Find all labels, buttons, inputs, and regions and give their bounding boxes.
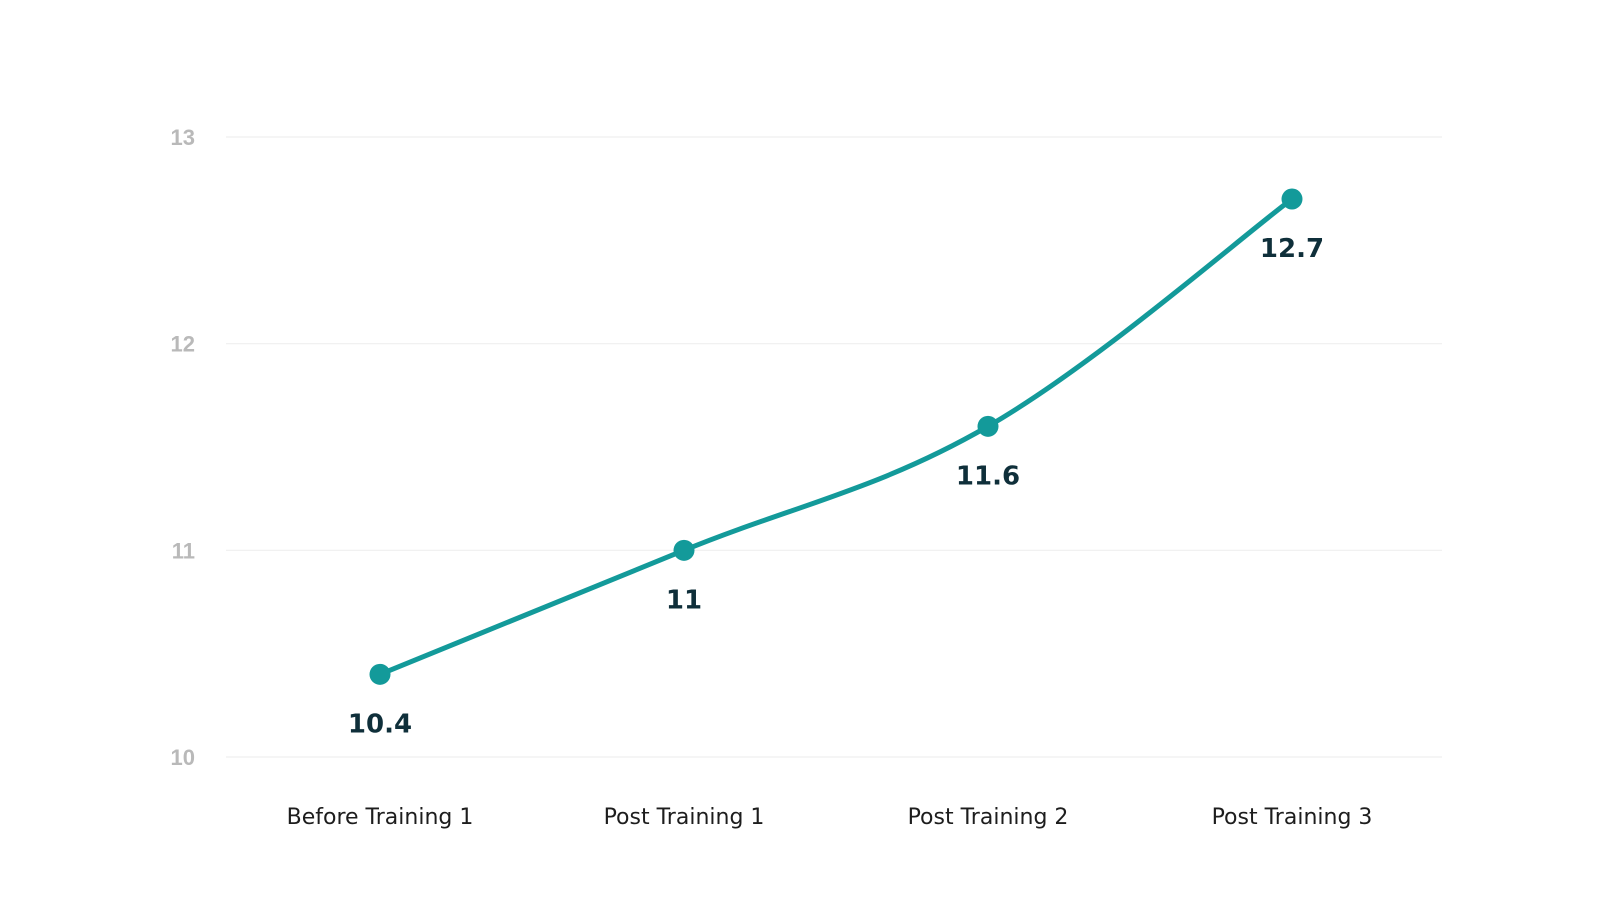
data-points <box>369 188 1303 685</box>
x-tick-label: Before Training 1 <box>287 805 474 830</box>
data-point <box>977 415 999 437</box>
x-tick-label: Post Training 2 <box>908 805 1069 830</box>
data-label: 10.4 <box>348 709 412 739</box>
gridlines <box>226 136 1442 758</box>
data-label: 11.6 <box>956 461 1020 491</box>
x-tick-label: Post Training 1 <box>604 805 765 830</box>
y-tick-label: 10 <box>171 745 195 770</box>
series-line-group <box>377 196 1295 677</box>
y-tick-label: 11 <box>172 538 195 563</box>
data-labels: 10.4 11 11.6 12.7 <box>348 234 1324 739</box>
y-axis-tick-labels: 10 11 12 13 <box>171 125 195 770</box>
x-tick-label: Post Training 3 <box>1212 805 1373 830</box>
data-point <box>369 663 391 685</box>
data-label: 12.7 <box>1260 234 1324 264</box>
y-tick-label: 13 <box>171 125 195 150</box>
data-label: 11 <box>666 585 702 615</box>
y-tick-label: 12 <box>171 332 195 357</box>
data-point <box>1281 188 1303 210</box>
data-point <box>673 539 695 561</box>
x-axis-tick-labels: Before Training 1 Post Training 1 Post Tra… <box>287 805 1373 830</box>
series-line <box>377 196 1295 677</box>
